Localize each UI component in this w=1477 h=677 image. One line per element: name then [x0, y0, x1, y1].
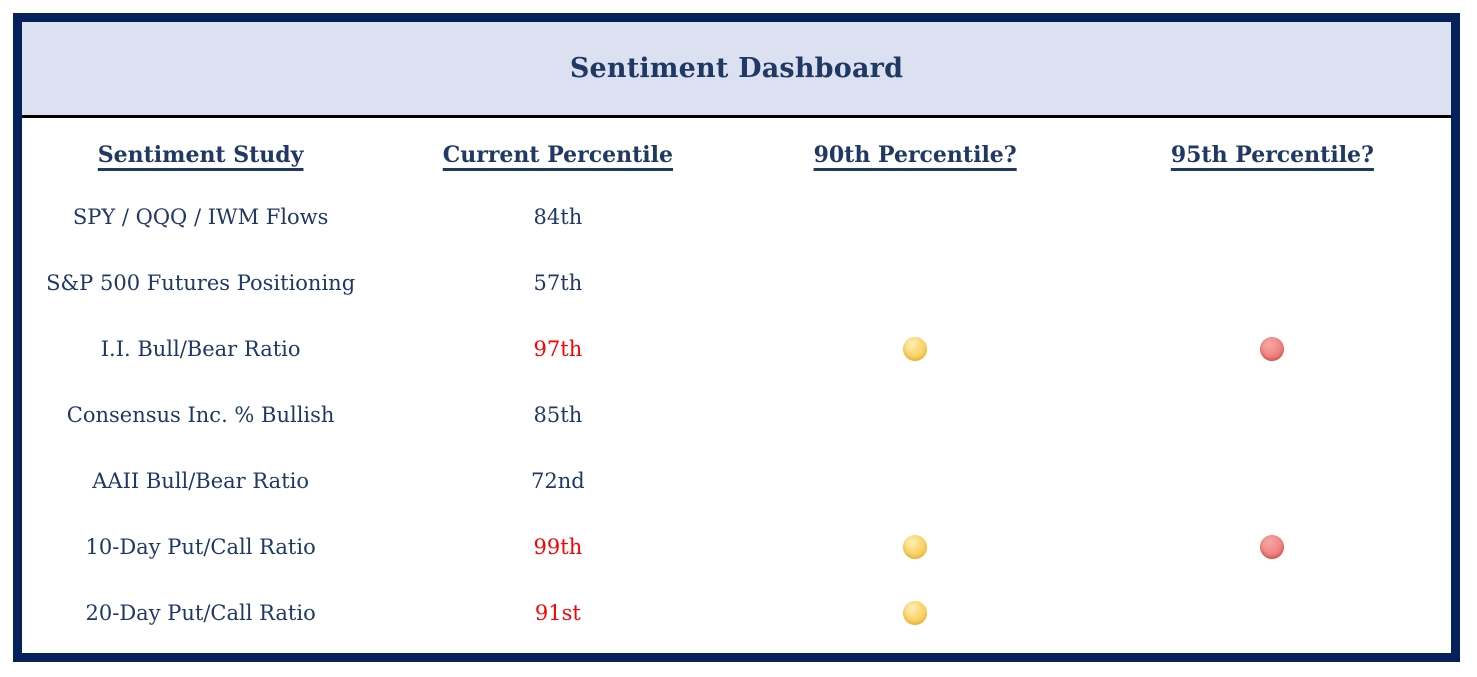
table-row: 20-Day Put/Call Ratio 91st: [22, 580, 1451, 646]
90th-percentile-cell: [737, 403, 1094, 427]
table-row: Consensus Inc. % Bullish 85th: [22, 382, 1451, 448]
study-label: I.I. Bull/Bear Ratio: [100, 337, 301, 361]
current-percentile-value: 99th: [533, 535, 583, 559]
95th-percentile-cell: [1094, 271, 1451, 295]
95th-percentile-cell: [1094, 403, 1451, 427]
table-header-row: Sentiment Study Current Percentile 90th …: [22, 126, 1451, 184]
red-circle-icon: [1260, 535, 1285, 559]
column-header-90th-percentile: 90th Percentile?: [813, 142, 1017, 168]
column-header-current-percentile: Current Percentile: [442, 142, 674, 168]
study-label: AAII Bull/Bear Ratio: [92, 469, 310, 493]
study-label: 10-Day Put/Call Ratio: [85, 535, 316, 559]
study-label: 20-Day Put/Call Ratio: [85, 601, 316, 625]
table-row: I.I. Bull/Bear Ratio 97th: [22, 316, 1451, 382]
current-percentile-value: 57th: [533, 271, 583, 295]
table-row: 10-Day Put/Call Ratio 99th: [22, 514, 1451, 580]
table-row: SPY / QQQ / IWM Flows 84th: [22, 184, 1451, 250]
red-circle-icon: [1260, 337, 1285, 361]
90th-percentile-cell: [737, 535, 1094, 559]
95th-percentile-cell: [1094, 601, 1451, 625]
table-row: AAII Bull/Bear Ratio 72nd: [22, 448, 1451, 514]
95th-percentile-cell: [1094, 469, 1451, 493]
study-label: SPY / QQQ / IWM Flows: [72, 205, 329, 229]
column-header-sentiment-study: Sentiment Study: [97, 142, 304, 168]
current-percentile-value: 85th: [533, 403, 583, 427]
study-label: S&P 500 Futures Positioning: [46, 271, 356, 295]
95th-percentile-cell: [1094, 205, 1451, 229]
dashboard-table: Sentiment Study Current Percentile 90th …: [22, 126, 1451, 646]
90th-percentile-cell: [737, 601, 1094, 625]
yellow-circle-icon: [903, 601, 928, 625]
current-percentile-value: 84th: [533, 205, 583, 229]
90th-percentile-cell: [737, 205, 1094, 229]
90th-percentile-cell: [737, 337, 1094, 361]
90th-percentile-cell: [737, 469, 1094, 493]
95th-percentile-cell: [1094, 535, 1451, 559]
current-percentile-value: 97th: [533, 337, 583, 361]
yellow-circle-icon: [903, 535, 928, 559]
yellow-circle-icon: [903, 337, 928, 361]
page-title: Sentiment Dashboard: [569, 53, 904, 84]
dashboard-title-band: Sentiment Dashboard: [22, 22, 1451, 118]
study-label: Consensus Inc. % Bullish: [66, 403, 335, 427]
current-percentile-value: 72nd: [531, 469, 585, 493]
90th-percentile-cell: [737, 271, 1094, 295]
column-header-95th-percentile: 95th Percentile?: [1170, 142, 1374, 168]
current-percentile-value: 91st: [534, 601, 581, 625]
table-row: S&P 500 Futures Positioning 57th: [22, 250, 1451, 316]
dashboard-frame: Sentiment Dashboard Sentiment Study Curr…: [13, 13, 1460, 662]
95th-percentile-cell: [1094, 337, 1451, 361]
